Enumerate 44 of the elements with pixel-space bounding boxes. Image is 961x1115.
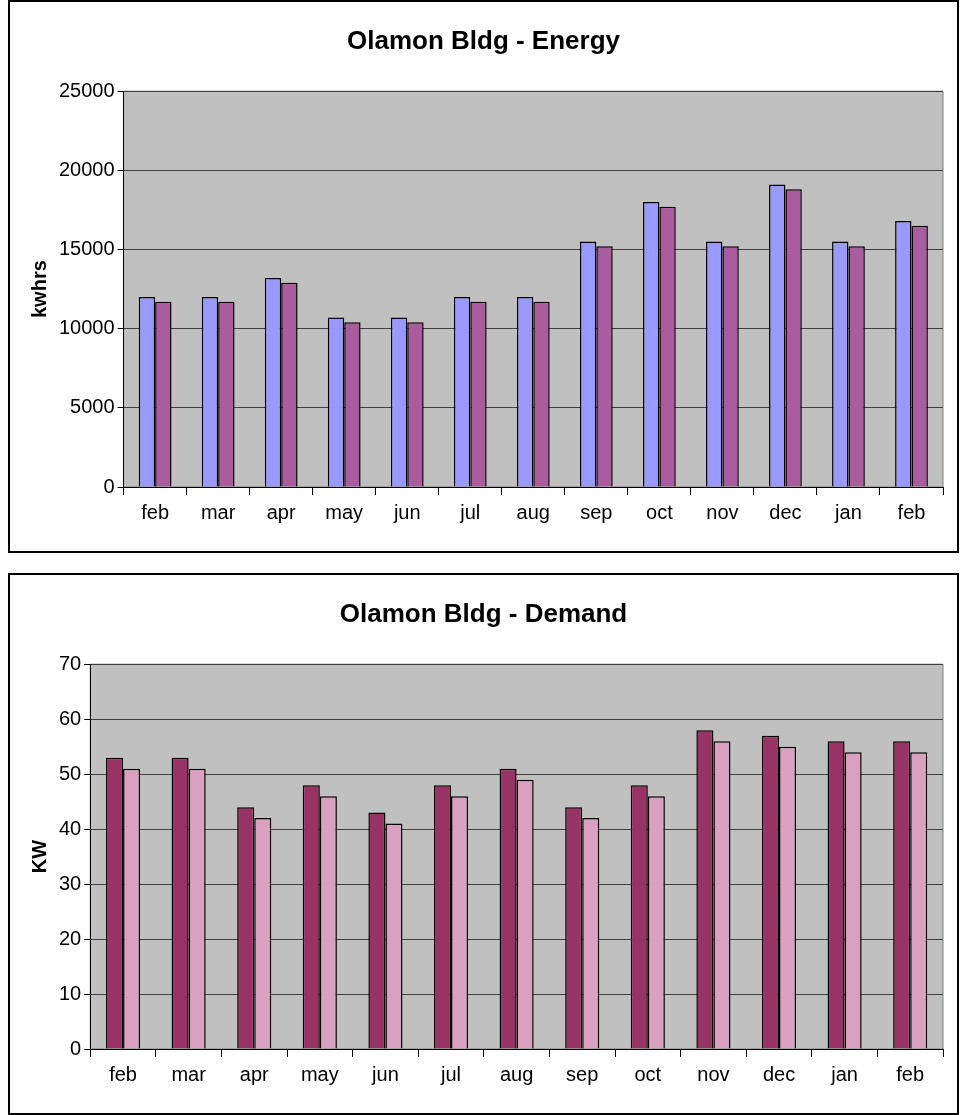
y-tick-label: 25000	[58, 78, 115, 101]
x-tick-label: apr	[266, 500, 296, 523]
x-tick-label: mar	[200, 500, 236, 523]
y-tick-label: 10000	[58, 316, 115, 339]
x-tick-label: may	[300, 1062, 339, 1085]
x-tick-label: feb	[896, 1062, 925, 1085]
x-tick-label: mar	[171, 1062, 207, 1085]
x-tick-label: feb	[141, 500, 170, 523]
x-tick-label: dec	[769, 500, 802, 523]
y-axis-title: kwhrs	[27, 260, 50, 319]
y-axis-title: KW	[27, 839, 50, 874]
x-tick-label: oct	[646, 500, 674, 523]
x-tick-label: feb	[897, 500, 926, 523]
x-tick-label: may	[325, 500, 364, 523]
y-tick-label: 10	[59, 981, 82, 1004]
y-tick-label: 0	[70, 1036, 82, 1059]
x-tick-label: aug	[516, 500, 550, 523]
x-tick-label: jul	[459, 500, 481, 523]
y-tick-label: 70	[59, 651, 82, 674]
x-tick-label: jul	[440, 1062, 462, 1085]
x-tick-label: dec	[762, 1062, 796, 1085]
y-tick-label: 30	[59, 871, 82, 894]
x-tick-label: jan	[834, 500, 862, 523]
x-tick-label: sep	[580, 500, 613, 523]
x-tick-label: jun	[371, 1062, 399, 1085]
x-tick-label: jun	[392, 500, 421, 523]
y-tick-label: 20000	[58, 157, 115, 180]
x-tick-label: apr	[239, 1062, 270, 1085]
x-tick-label: aug	[499, 1062, 534, 1085]
x-tick-label: feb	[109, 1062, 137, 1085]
x-tick-label: nov	[697, 1062, 730, 1085]
y-tick-label: 50	[59, 761, 82, 784]
y-tick-label: 15000	[58, 237, 115, 260]
y-tick-label: 20	[59, 926, 82, 949]
chart-title: Olamon Bldg - Demand	[339, 597, 628, 628]
x-tick-label: oct	[634, 1062, 662, 1085]
x-tick-label: jan	[830, 1062, 858, 1085]
x-tick-label: sep	[566, 1062, 599, 1085]
y-tick-label: 0	[103, 474, 115, 497]
y-tick-label: 60	[59, 706, 82, 729]
chart-title: Olamon Bldg - Energy	[346, 24, 621, 55]
x-tick-label: nov	[706, 500, 739, 523]
y-tick-label: 40	[59, 816, 82, 839]
y-tick-label: 5000	[70, 395, 115, 418]
